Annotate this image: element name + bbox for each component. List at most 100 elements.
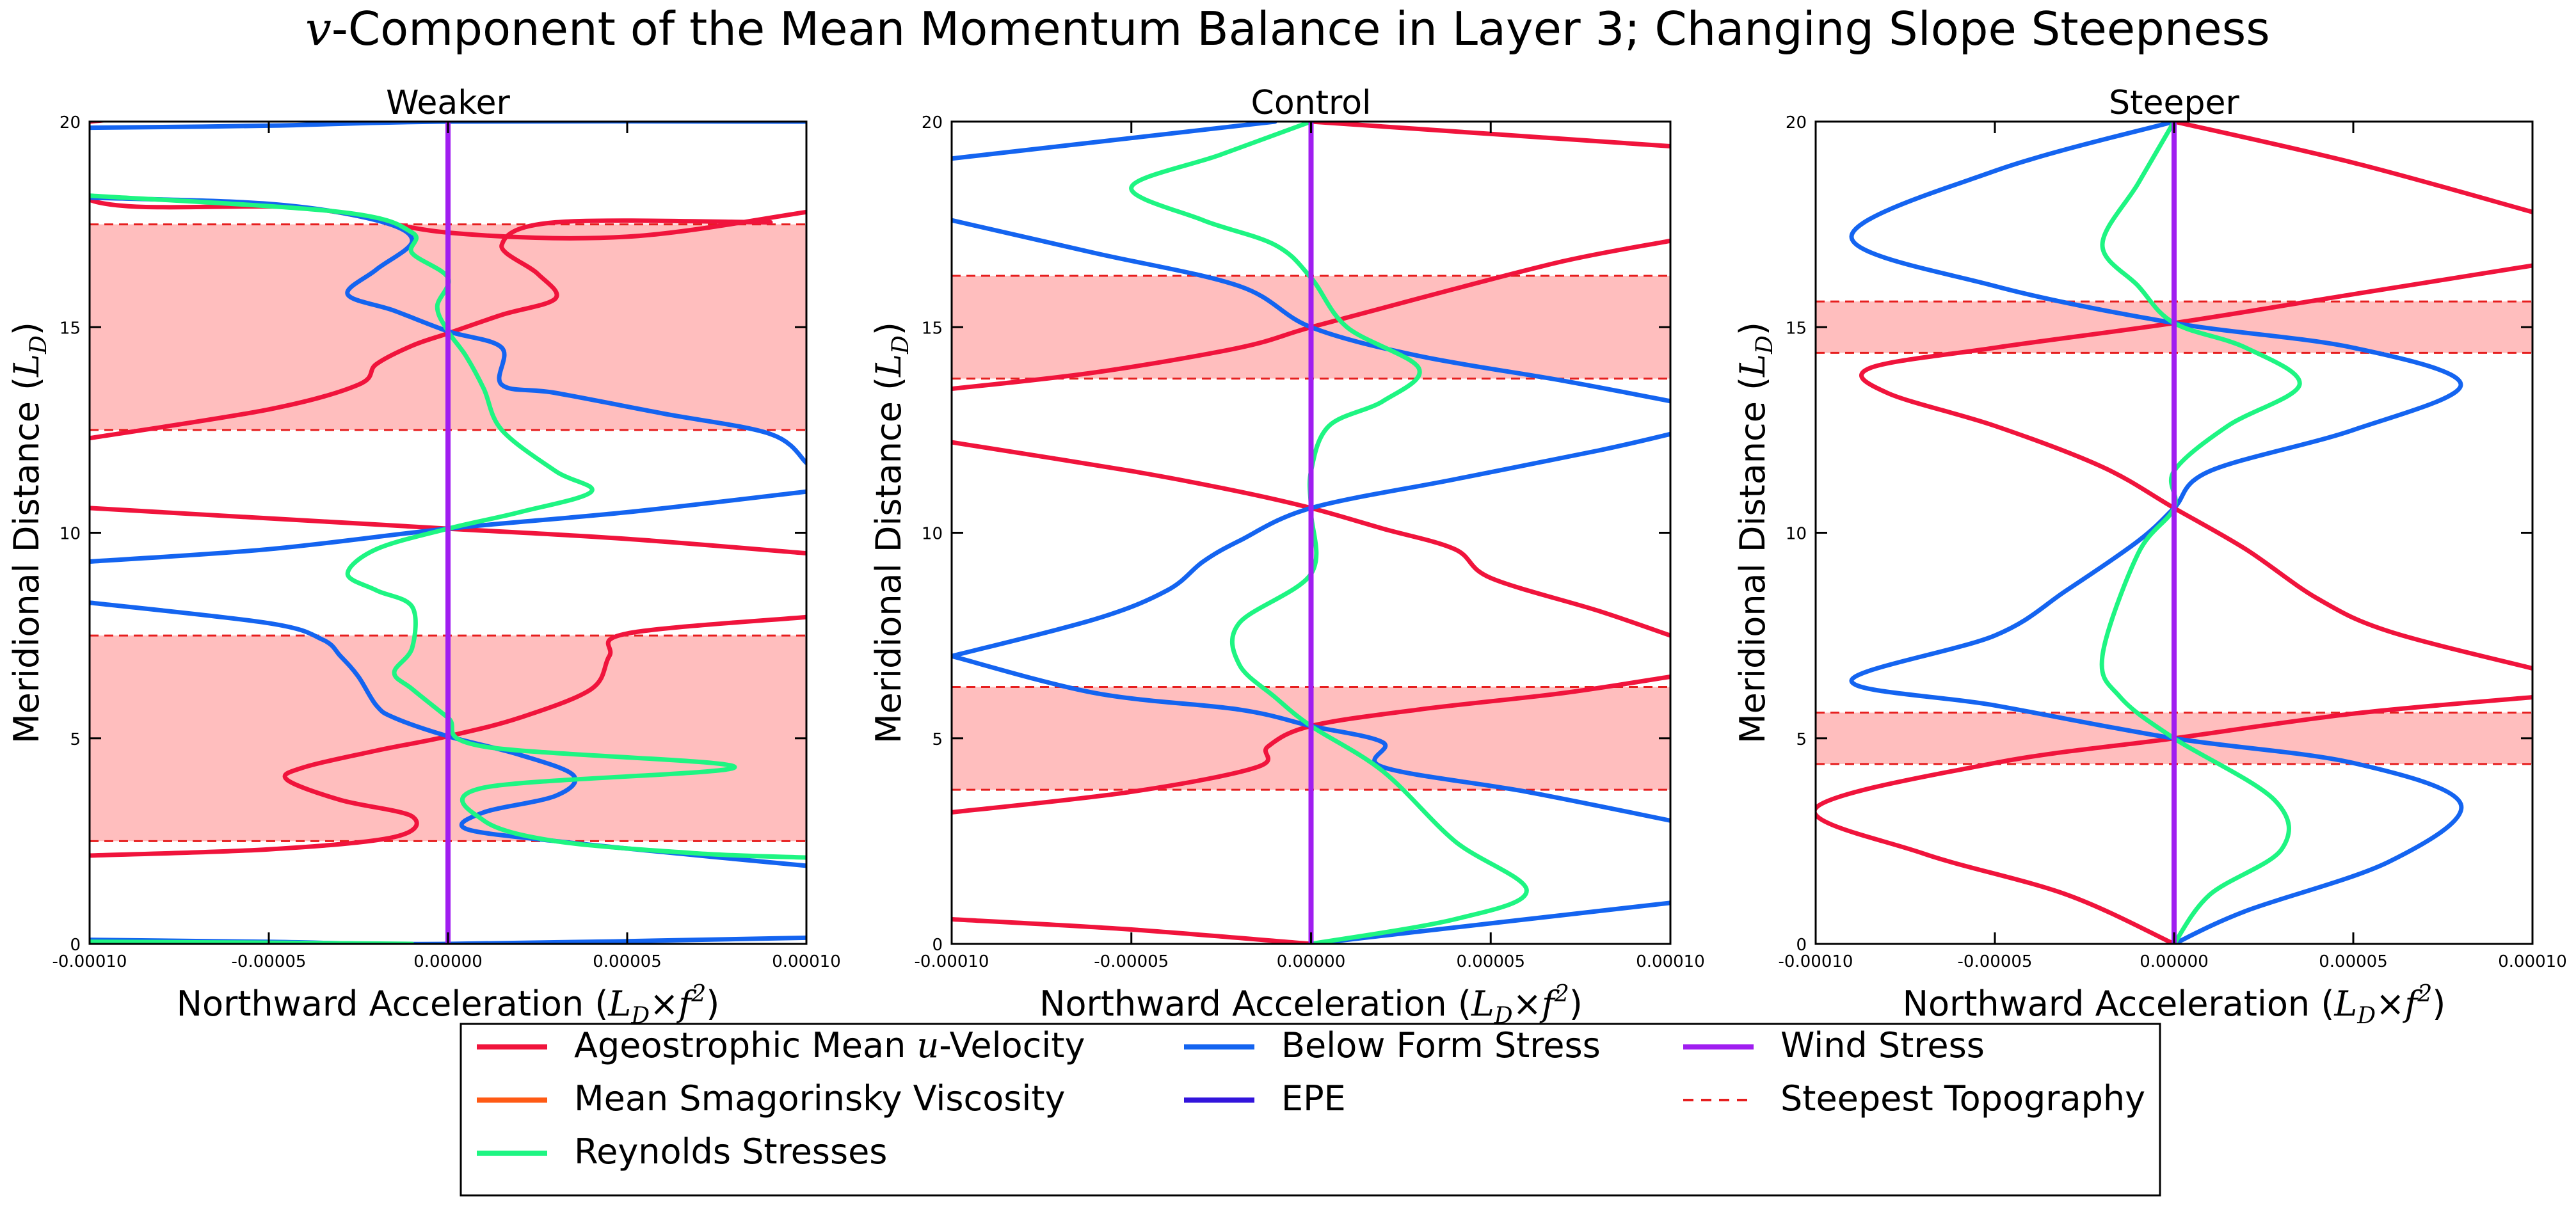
legend-label-text: Reynolds Stresses (574, 1131, 887, 1172)
y-tick-label: 20 (1786, 113, 1807, 132)
x-tick-label: -0.00005 (232, 952, 307, 971)
y-tick-label: 10 (60, 525, 81, 544)
x-axis-label-text: Northward Acceleration ( (177, 984, 609, 1024)
y-tick-label: 20 (60, 113, 81, 132)
series-line-below_form (90, 122, 806, 131)
x-tick-label: 0.00005 (2319, 952, 2388, 971)
y-tick-label: 15 (922, 319, 943, 338)
series-line-ageostrophic (2172, 122, 2532, 214)
x-axis-label: Northward Acceleration (LD×f2) (1903, 981, 2446, 1029)
x-tick-label: 0.00000 (2140, 952, 2209, 971)
series-line-below_form (952, 653, 1670, 823)
x-tick-label: 0.00010 (1636, 952, 1705, 971)
legend-item-below_form: Below Form Stress (1184, 1025, 1601, 1065)
x-axis-label-text: Northward Acceleration ( (1903, 984, 2335, 1024)
y-tick-label: 0 (932, 936, 943, 955)
legend-label-text: Mean Smagorinsky Viscosity (574, 1078, 1066, 1119)
series-line-ageostrophic (1816, 695, 2532, 944)
legend: Ageostrophic Mean u-Velocity Below Form S… (460, 1023, 2161, 1197)
x-tick-label: 0.00005 (593, 952, 662, 971)
panel-steeper: -0.00010 -0.00005 0.00000 0.00005 0.00010 0 5 1… (1732, 84, 2567, 1029)
legend-label-text: EPE (1281, 1078, 1346, 1119)
y-tick-label: 0 (1796, 936, 1807, 955)
x-axis-label-sup: 2 (2417, 981, 2432, 1007)
legend-item-topography_line: Steepest Topography (1683, 1078, 2145, 1119)
y-axis-label-math: L (6, 354, 47, 378)
x-axis-label-math: L (1471, 984, 1494, 1024)
y-axis-label-sub: D (888, 335, 914, 355)
y-tick-label: 0 (70, 936, 81, 955)
x-axis-label-times: × (650, 984, 678, 1024)
x-tick-label: -0.00005 (1958, 952, 2033, 971)
y-tick-label: 5 (70, 730, 81, 749)
legend-item-ageostrophic: Ageostrophic Mean u-Velocity (477, 1025, 1085, 1065)
y-tick-label: 20 (922, 113, 943, 132)
y-axis-label: Meridional Distance (LD) (868, 322, 914, 744)
x-axis-label: Northward Acceleration (LD×f2) (177, 981, 720, 1029)
y-axis-label-sub: D (26, 335, 52, 355)
y-axis-label: Meridional Distance (LD) (6, 322, 52, 744)
legend-frame (460, 1023, 2161, 1197)
series-group (952, 122, 1670, 944)
figure-title: v-Component of the Mean Momentum Balance… (305, 2, 2270, 56)
x-tick-label: 0.00000 (1277, 952, 1346, 971)
panel-title: Weaker (386, 84, 510, 122)
y-tick-label: 5 (932, 730, 943, 749)
y-tick-label: 10 (1786, 525, 1807, 544)
x-axis-label-close: ) (2432, 984, 2445, 1024)
y-axis-label-close: ) (6, 322, 47, 335)
series-line-below_form (952, 431, 1670, 658)
x-tick-label: -0.00010 (1779, 952, 1853, 971)
series-line-ageostrophic (1309, 122, 1670, 148)
legend-label: Reynolds Stresses (574, 1131, 887, 1172)
x-tick-label: 0.00010 (772, 952, 841, 971)
x-axis-label-math: L (2333, 984, 2357, 1024)
series-line-ageostrophic (952, 917, 1313, 944)
series-line-ageostrophic (90, 122, 806, 241)
y-tick-label: 10 (922, 525, 943, 544)
x-axis-label-close: ) (1569, 984, 1583, 1024)
x-axis-label-close: ) (706, 984, 719, 1024)
legend-label: Mean Smagorinsky Viscosity (574, 1078, 1066, 1119)
x-tick-label: 0.00005 (1456, 952, 1525, 971)
y-axis-label: Meridional Distance (LD) (1732, 322, 1778, 744)
legend-items: Ageostrophic Mean u-Velocity Below Form S… (477, 1025, 2145, 1172)
legend-label: Ageostrophic Mean u-Velocity (574, 1025, 1085, 1065)
y-tick-label: 15 (60, 319, 81, 338)
legend-item-reynolds: Reynolds Stresses (477, 1131, 887, 1172)
legend-label-text: Ageostrophic Mean (574, 1025, 917, 1065)
series-line-ageostrophic (952, 674, 1670, 815)
y-axis-label-text: Meridional Distance ( (1732, 377, 1773, 744)
series-line-ageostrophic (1859, 263, 2532, 671)
x-axis-label-sup: 2 (691, 981, 706, 1007)
series-line-ageostrophic (90, 614, 806, 858)
series-group (90, 122, 806, 944)
x-axis-label-text: Northward Acceleration ( (1039, 984, 1471, 1024)
y-tick-label: 15 (1786, 319, 1807, 338)
x-tick-label: -0.00010 (915, 952, 989, 971)
x-tick-label: 0.00010 (2498, 952, 2567, 971)
series-group (1816, 122, 2532, 944)
panel-title: Steeper (2109, 84, 2239, 122)
series-line-ageostrophic (90, 218, 773, 441)
x-tick-label: -0.00005 (1094, 952, 1169, 971)
y-axis-label-math: L (1732, 354, 1773, 378)
x-axis-label-sub: D (2356, 1003, 2376, 1029)
y-axis-label-close: ) (868, 322, 909, 335)
panels: -0.00010 -0.00005 0.00000 0.00005 0.00010 0 5 1… (6, 84, 2567, 1029)
x-axis-label-math: L (607, 984, 631, 1024)
legend-item-wind: Wind Stress (1683, 1025, 1985, 1065)
x-axis-label-times: × (2376, 984, 2404, 1024)
series-line-below_form (1849, 122, 2464, 944)
legend-label: Steepest Topography (1780, 1078, 2145, 1119)
legend-label-suffix: -Velocity (939, 1025, 1085, 1065)
figure-title-text: -Component of the Mean Momentum Balance … (332, 2, 2270, 56)
legend-label-math: u (917, 1025, 940, 1065)
legend-item-smagorinsky: Mean Smagorinsky Viscosity (477, 1078, 1066, 1119)
y-axis-label-text: Meridional Distance ( (6, 377, 47, 744)
legend-item-epe: EPE (1184, 1078, 1346, 1119)
x-axis-label-times: × (1513, 984, 1542, 1024)
legend-label: EPE (1281, 1078, 1346, 1119)
y-axis-label-text: Meridional Distance ( (868, 377, 909, 744)
